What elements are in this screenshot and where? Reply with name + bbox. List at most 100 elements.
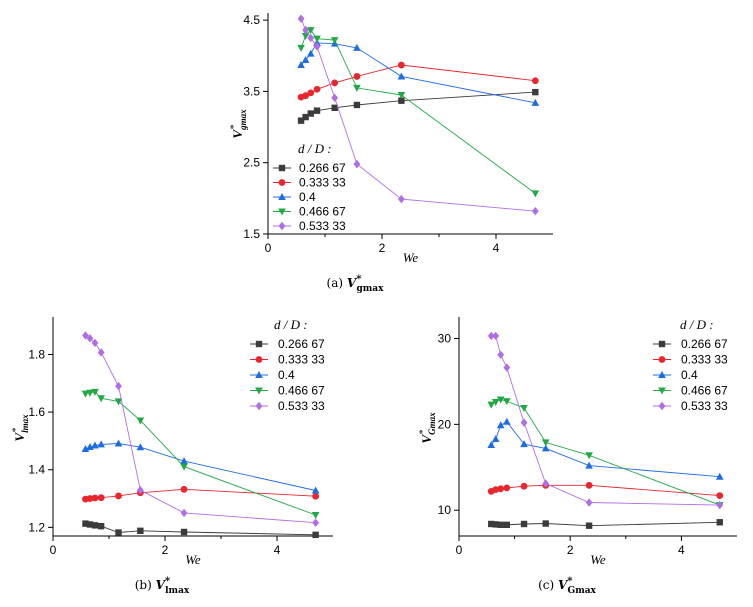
- data-point: [312, 492, 320, 500]
- series-1: [488, 519, 723, 529]
- data-point: [91, 494, 99, 502]
- y-axis-label-star: *: [418, 430, 429, 435]
- x-tick-label: 2: [162, 543, 169, 557]
- y-tick-label: 1.8: [28, 347, 45, 361]
- legend-marker: [278, 179, 286, 186]
- data-point: [585, 522, 593, 529]
- data-point: [491, 434, 500, 442]
- series-2: [82, 485, 320, 503]
- data-point: [115, 381, 122, 391]
- data-point: [503, 363, 511, 372]
- y-tick-label: 1.2: [28, 520, 45, 534]
- legend-label: 0.533 33: [299, 219, 346, 233]
- data-point: [331, 104, 338, 112]
- data-point: [114, 398, 123, 406]
- data-point: [487, 331, 495, 341]
- x-tick-label: 4: [678, 543, 685, 557]
- data-point: [496, 396, 505, 404]
- x-tick-label: 0: [456, 543, 463, 557]
- data-point: [353, 84, 361, 92]
- legend-marker: [658, 356, 666, 363]
- data-point: [531, 206, 539, 216]
- data-point: [180, 485, 188, 493]
- data-point: [520, 418, 528, 427]
- y-tick-label: 30: [438, 331, 452, 345]
- y-axis-label: V*Gmax: [418, 412, 437, 444]
- legend-label: 0.533 33: [681, 399, 728, 413]
- data-point: [301, 56, 310, 64]
- legend-marker: [255, 356, 263, 363]
- data-point: [81, 390, 90, 398]
- data-point: [715, 472, 724, 480]
- y-tick-label: 1.5: [243, 227, 260, 241]
- legend-label: 0.333 33: [681, 353, 728, 367]
- data-point: [86, 521, 94, 528]
- data-point: [302, 113, 309, 121]
- data-point: [531, 77, 539, 85]
- data-point: [91, 522, 99, 529]
- data-point: [531, 98, 540, 106]
- data-point: [297, 61, 305, 69]
- caption-var: V: [558, 578, 569, 592]
- legend-marker: [255, 387, 263, 395]
- data-point: [503, 398, 511, 406]
- series-1: [297, 88, 539, 124]
- x-tick-label: 4: [274, 543, 281, 557]
- data-point: [487, 440, 496, 448]
- data-point: [497, 350, 505, 359]
- y-axis-label-var: V: [12, 432, 27, 442]
- data-point: [398, 97, 405, 104]
- data-point: [136, 485, 144, 495]
- panel-caption: (b) V* lmax: [135, 576, 190, 596]
- legend-label: 0.4: [278, 368, 295, 382]
- data-point: [497, 521, 504, 529]
- y-axis-label: V*gmax: [229, 109, 248, 139]
- legend-label: 0.266 67: [299, 161, 346, 175]
- data-point: [136, 417, 145, 425]
- y-axis-label-sub: Gmax: [427, 412, 437, 435]
- legend-label: 0.4: [681, 368, 698, 382]
- y-axis-label-sub: gmax: [238, 109, 248, 131]
- x-axis-label: We: [590, 552, 606, 567]
- data-point: [91, 338, 99, 348]
- data-point: [302, 25, 310, 35]
- x-tick-label: 0: [265, 241, 272, 255]
- data-point: [542, 520, 549, 527]
- caption-prefix: (a): [327, 276, 347, 290]
- panel-caption: (a) V* gmax: [327, 274, 385, 294]
- y-tick-label: 1.6: [28, 405, 45, 419]
- data-point: [541, 444, 550, 452]
- caption-var: V: [156, 578, 167, 592]
- y-tick-label: 1.4: [28, 463, 45, 477]
- data-point: [716, 519, 723, 526]
- legend-marker: [255, 371, 263, 378]
- data-point: [180, 528, 188, 536]
- data-point: [353, 73, 361, 80]
- data-point: [115, 492, 122, 500]
- x-tick-label: 0: [50, 543, 57, 557]
- y-axis-label: V*lmax: [11, 414, 30, 442]
- y-tick-label: 20: [438, 417, 452, 431]
- data-point: [97, 440, 105, 448]
- data-point: [520, 405, 528, 413]
- legend-marker: [278, 164, 286, 172]
- series-5: [82, 331, 320, 527]
- data-point: [531, 190, 540, 198]
- caption-prefix: (c): [538, 578, 558, 592]
- data-point: [492, 521, 499, 528]
- legend: d / D : 0.266 67 0.333 330.4 0.466 670.533 …: [250, 317, 325, 413]
- legend-marker: [278, 221, 286, 231]
- data-point: [313, 85, 321, 93]
- data-point: [180, 457, 188, 465]
- data-point: [585, 452, 593, 460]
- data-point: [86, 495, 94, 502]
- data-point: [716, 500, 724, 510]
- legend-label: 0.533 33: [278, 399, 325, 413]
- data-point: [114, 439, 123, 447]
- data-point: [492, 331, 500, 341]
- data-point: [311, 486, 320, 494]
- legend-label: 0.466 67: [278, 384, 325, 398]
